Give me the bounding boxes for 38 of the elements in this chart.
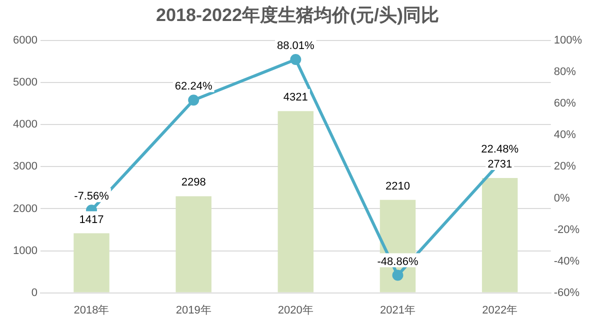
- data-label: -48.86%: [377, 256, 418, 268]
- y-tick-label: 2000: [12, 202, 38, 215]
- x-tick-label: 2022年: [482, 304, 518, 316]
- point: [290, 54, 302, 65]
- x-tick-label: 2021年: [380, 304, 416, 316]
- y2-tick-label: 60%: [554, 98, 576, 110]
- y-tick-label: 3000: [12, 160, 38, 173]
- y2-tick-label: 80%: [554, 66, 576, 78]
- y-tick-label: 5000: [12, 76, 38, 89]
- x-tick-label: 2020年: [278, 304, 314, 316]
- bar: [278, 111, 314, 292]
- data-label: 4321: [283, 92, 308, 104]
- data-label: -7.56%: [74, 190, 110, 203]
- y-tick-label: 4000: [12, 118, 38, 131]
- y-tick-label: 0: [31, 286, 38, 299]
- chart-title: 2018-2022年度生猪均价(元/头)同比: [156, 4, 440, 25]
- data-label: 22.48%: [481, 143, 519, 156]
- data-label: 2298: [181, 176, 206, 189]
- data-label: 88.01%: [277, 40, 315, 52]
- y2-tick-label: 0%: [554, 192, 570, 204]
- y2-tick-label: 40%: [554, 129, 576, 142]
- y2-tick-label: 100%: [554, 34, 582, 47]
- bar: [74, 233, 110, 292]
- point: [392, 270, 404, 281]
- data-label: 62.24%: [174, 80, 212, 93]
- data-label: 1417: [79, 214, 104, 226]
- data-label: 2210: [386, 180, 410, 192]
- y2-tick-label: 20%: [554, 160, 576, 173]
- bar: [482, 178, 518, 292]
- y-tick-label: 6000: [12, 34, 38, 47]
- bar: [176, 196, 212, 292]
- x-tick-label: 2018年: [74, 304, 110, 316]
- point: [188, 94, 200, 106]
- y2-tick-label: -60%: [554, 286, 580, 299]
- y2-tick-label: -20%: [554, 224, 580, 236]
- y-tick-label: 1000: [12, 244, 38, 257]
- x-tick-label: 2019年: [176, 304, 212, 316]
- y2-tick-label: -40%: [554, 255, 580, 268]
